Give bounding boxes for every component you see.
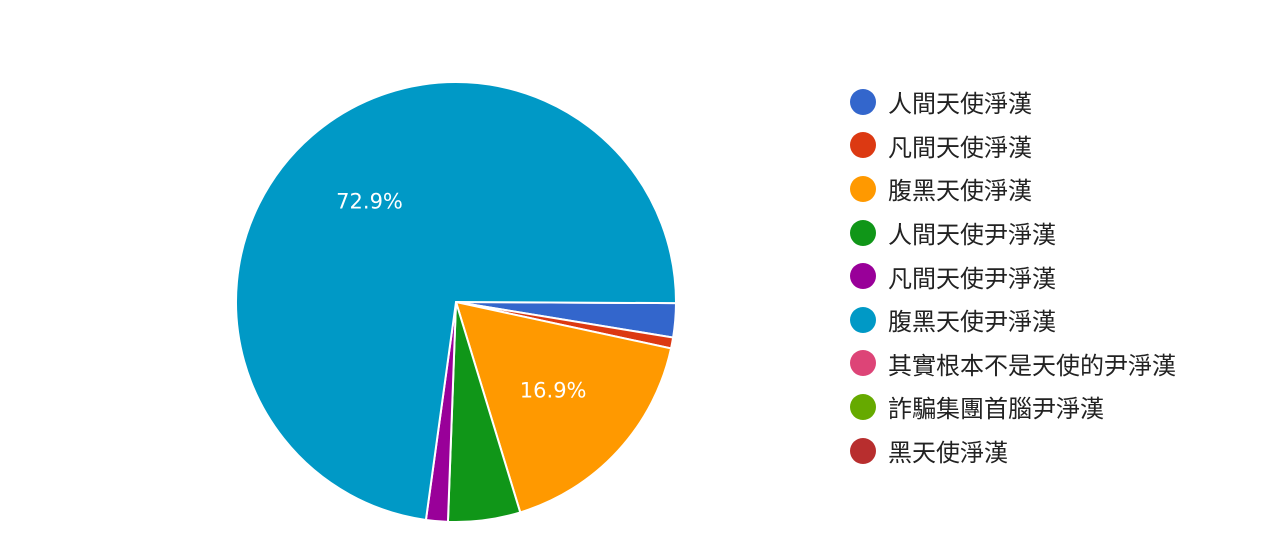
legend-item[interactable]: 黑天使淨漢 — [850, 429, 1176, 473]
pie-slice[interactable] — [454, 300, 673, 514]
legend-swatch — [850, 175, 876, 202]
legend-label: 凡間天使尹淨漢 — [888, 264, 1056, 293]
legend-label: 凡間天使淨漢 — [888, 133, 1032, 162]
legend-swatch — [850, 88, 876, 115]
legend-swatch — [850, 132, 876, 159]
legend-item[interactable]: 凡間天使淨漢 — [850, 124, 1176, 168]
slice-data-label: 72.9% — [336, 189, 403, 213]
legend-swatch — [850, 350, 876, 377]
legend-swatch — [850, 393, 876, 420]
legend-label: 腹黑天使淨漢 — [888, 177, 1032, 206]
legend-label: 人間天使尹淨漢 — [888, 221, 1056, 250]
legend-swatch — [850, 219, 876, 246]
pie-slice[interactable] — [235, 81, 677, 522]
legend-item[interactable]: 其實根本不是天使的尹淨漢 — [850, 342, 1176, 386]
legend-label: 其實根本不是天使的尹淨漢 — [888, 351, 1176, 380]
legend-swatch — [850, 306, 876, 333]
legend-swatch — [850, 263, 876, 290]
legend-item[interactable]: 凡間天使尹淨漢 — [850, 254, 1176, 298]
legend-item[interactable]: 腹黑天使尹淨漢 — [850, 298, 1176, 342]
legend-item[interactable]: 人間天使淨漢 — [850, 80, 1176, 124]
legend-label: 詐騙集團首腦尹淨漢 — [888, 395, 1104, 424]
legend-label: 腹黑天使尹淨漢 — [888, 308, 1056, 337]
legend-item[interactable]: 人間天使尹淨漢 — [850, 211, 1176, 255]
legend-label: 人間天使淨漢 — [888, 90, 1032, 119]
legend-item[interactable]: 詐騙集團首腦尹淨漢 — [850, 385, 1176, 429]
slice-data-label: 16.9% — [520, 378, 587, 402]
legend-item[interactable]: 腹黑天使淨漢 — [850, 167, 1176, 211]
legend-swatch — [850, 437, 876, 464]
legend-label: 黑天使淨漢 — [888, 439, 1008, 468]
chart-legend: 人間天使淨漢 凡間天使淨漢 腹黑天使淨漢 人間天使尹淨漢 凡間天使尹淨漢 腹黑天使尹淨漢其… — [850, 80, 1176, 472]
